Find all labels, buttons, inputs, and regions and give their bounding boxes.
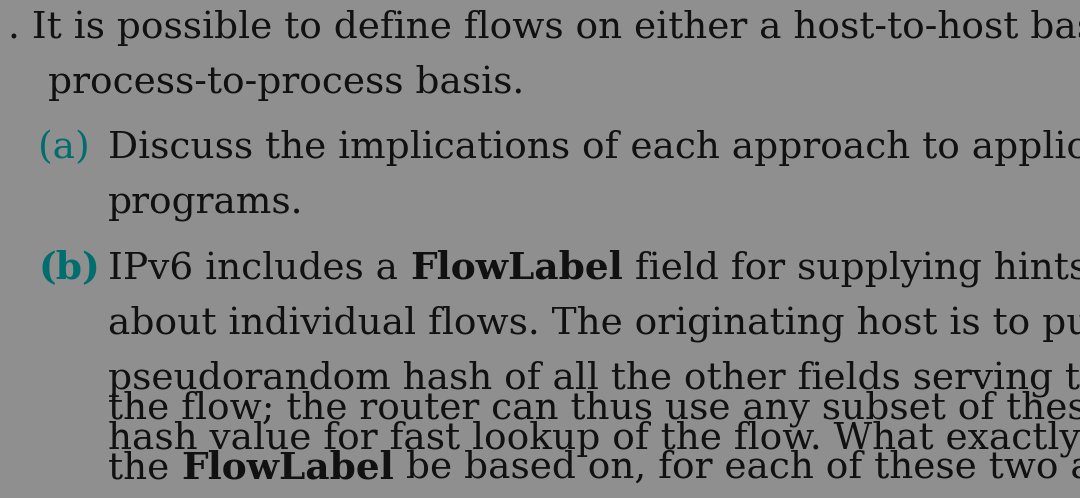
Text: . It is possible to define flows on either a host-to-host basis or on a: . It is possible to define flows on eith…: [8, 10, 1080, 46]
Text: about individual flows. The originating host is to put here a: about individual flows. The originating …: [108, 305, 1080, 342]
Text: hash value for fast lookup of the flow. What exactly should: hash value for fast lookup of the flow. …: [108, 420, 1080, 457]
Text: process-to-process basis.: process-to-process basis.: [48, 65, 524, 101]
Text: (a): (a): [38, 130, 90, 166]
Text: Discuss the implications of each approach to application: Discuss the implications of each approac…: [108, 130, 1080, 166]
Text: the flow; the router can thus use any subset of these bits as a: the flow; the router can thus use any su…: [108, 390, 1080, 426]
Text: FlowLabel: FlowLabel: [181, 449, 394, 486]
Text: field for supplying hints to routers: field for supplying hints to routers: [623, 250, 1080, 286]
Text: programs.: programs.: [108, 185, 303, 222]
Text: FlowLabel: FlowLabel: [410, 249, 623, 286]
Text: be based on, for each of these two approaches?: be based on, for each of these two appro…: [394, 450, 1080, 486]
Text: IPv6 includes a: IPv6 includes a: [108, 250, 410, 286]
Text: the: the: [108, 450, 181, 486]
Text: (b): (b): [38, 249, 99, 286]
Text: pseudorandom hash of all the other fields serving to identify: pseudorandom hash of all the other field…: [108, 360, 1080, 396]
